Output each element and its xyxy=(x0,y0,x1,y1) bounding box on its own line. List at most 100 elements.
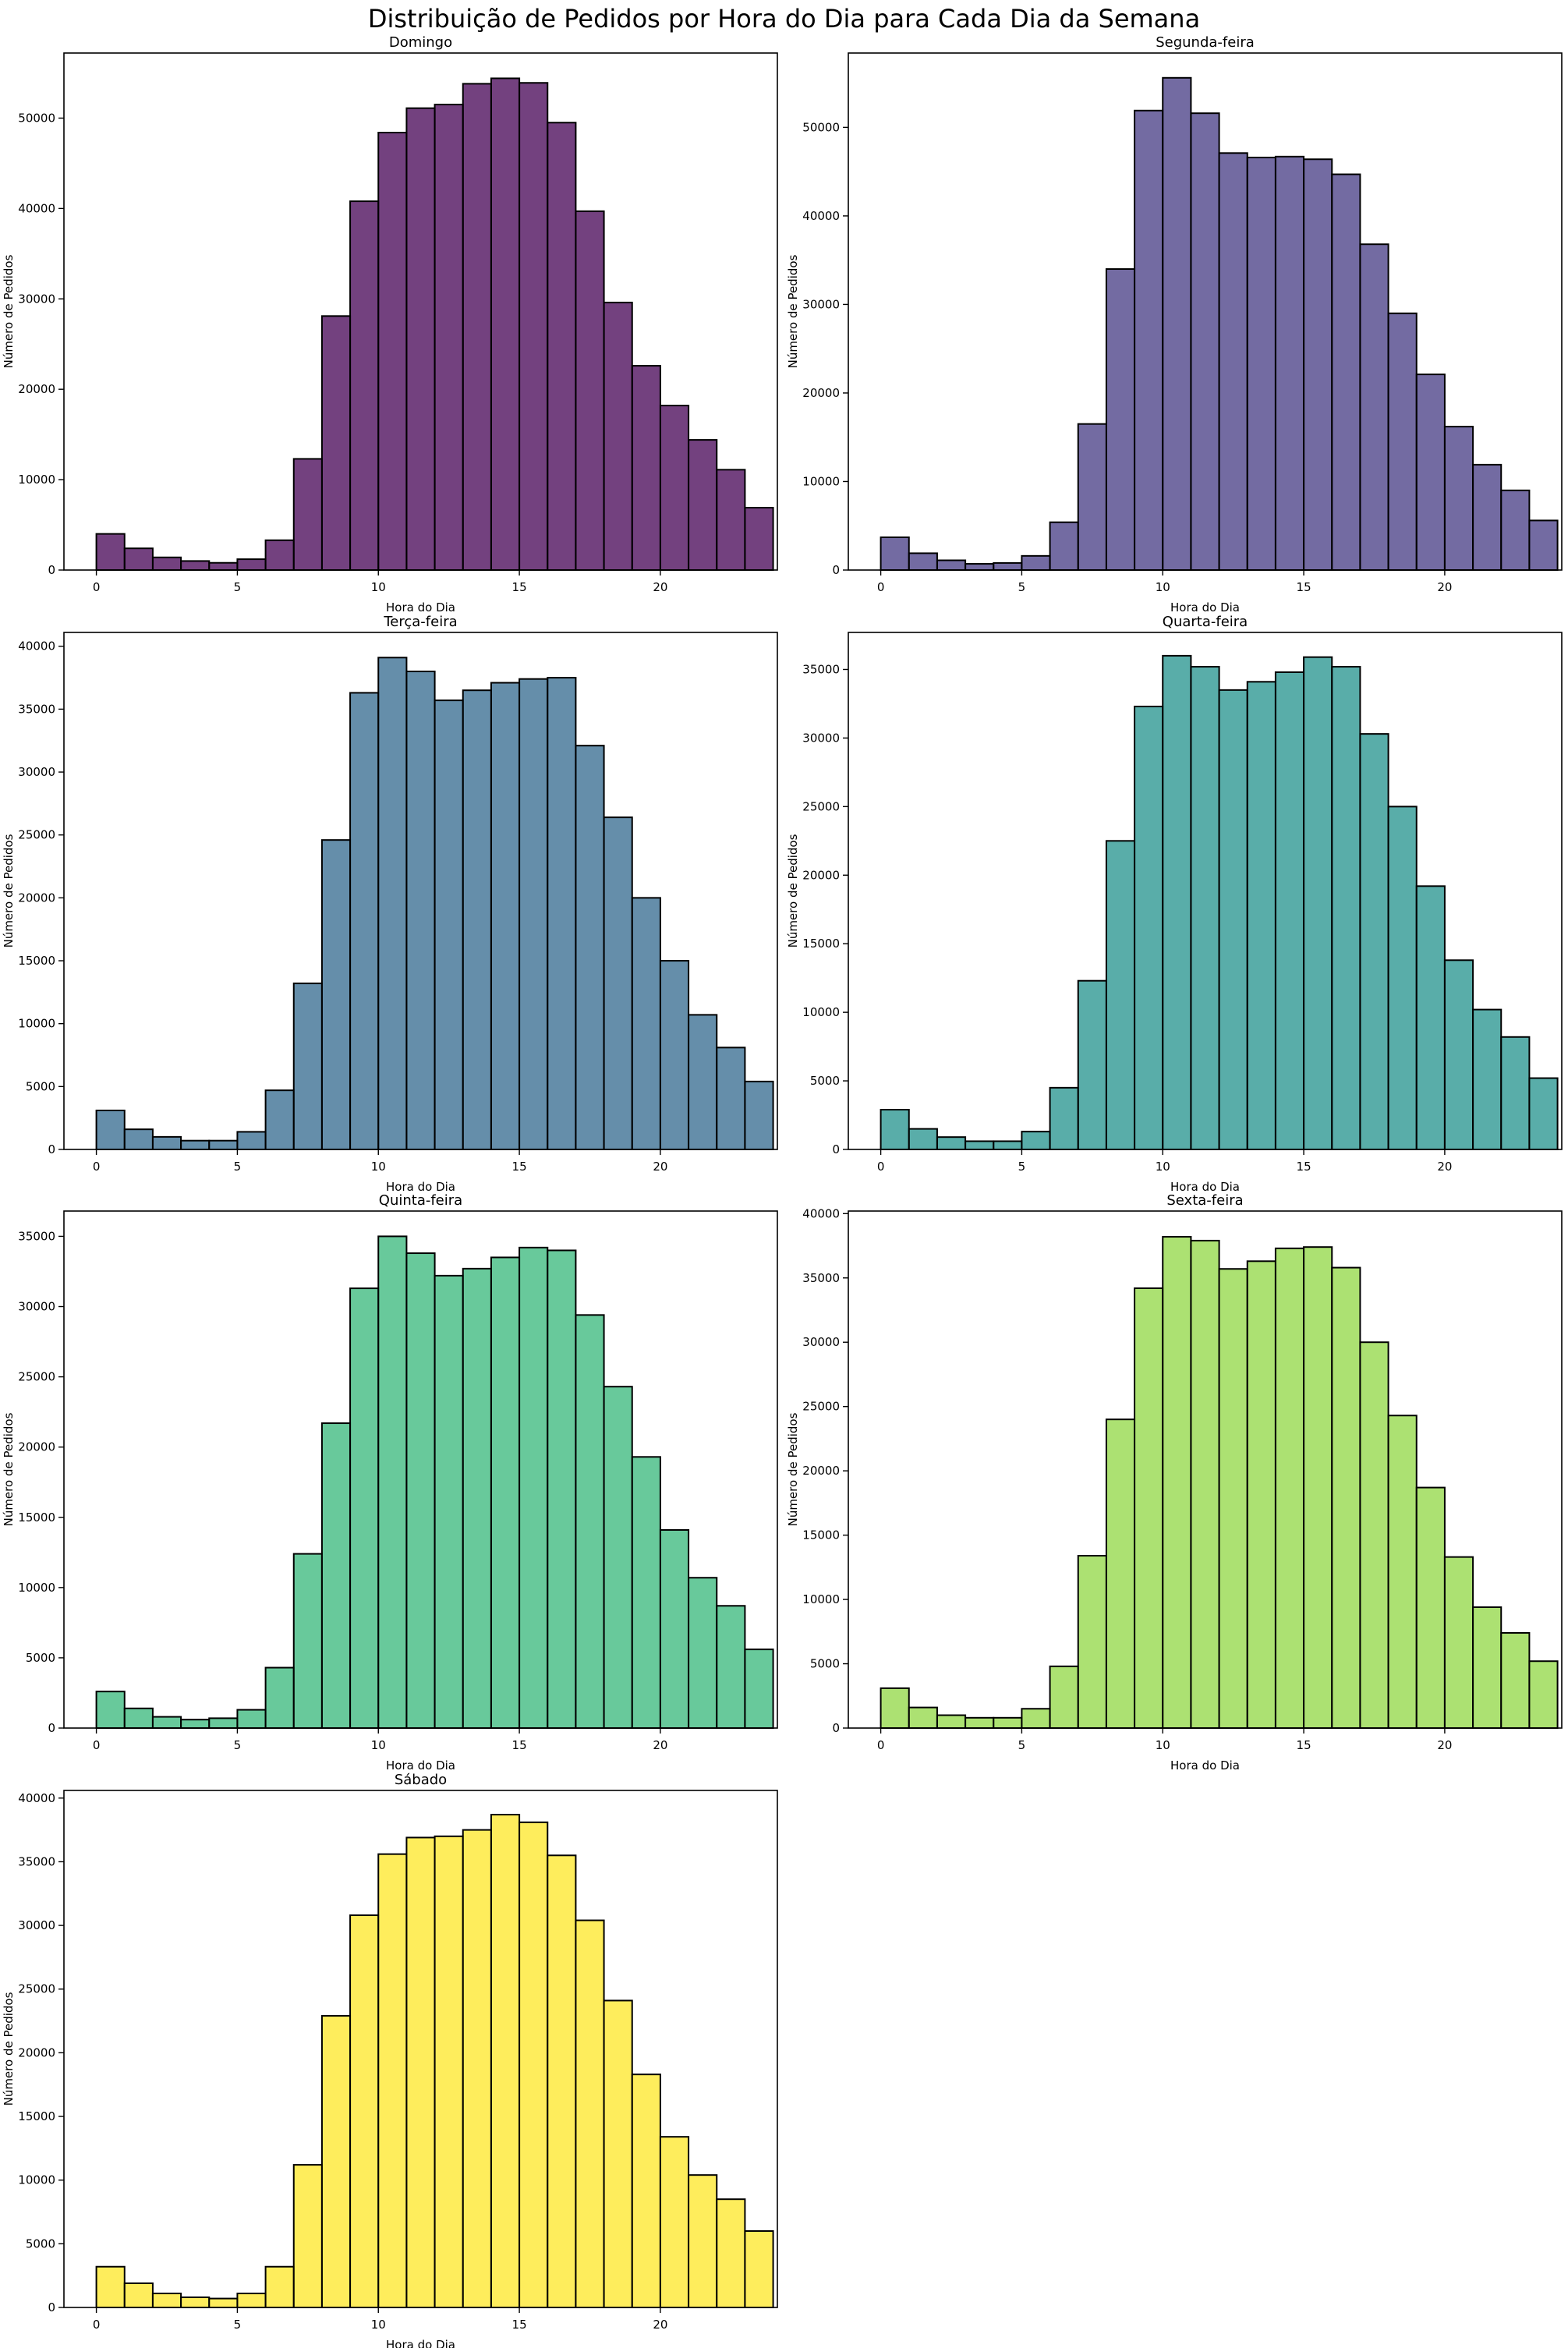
x-tick-label: 0 xyxy=(93,1738,101,1752)
histogram-bar xyxy=(1472,1606,1503,1729)
histogram-bar xyxy=(151,556,182,572)
histogram-bar xyxy=(208,561,239,571)
histogram-bar xyxy=(349,1914,380,2309)
histogram-bar xyxy=(405,1836,436,2308)
histogram-bar xyxy=(1528,1660,1559,1729)
histogram-bar xyxy=(575,210,605,571)
histogram-bar xyxy=(490,682,521,1150)
subplot-7: 0 5 10 15 20 0 5000 10000 15000 20000 25000 30000 35… xyxy=(2,1772,778,2348)
y-tick-label: 25000 xyxy=(802,1400,840,1414)
histogram-bar xyxy=(1021,1131,1051,1151)
histogram-bar xyxy=(1077,423,1107,571)
histogram-bar xyxy=(575,1919,605,2309)
histogram-bar xyxy=(208,1139,239,1150)
x-tick-label: 15 xyxy=(512,2318,527,2332)
histogram-bar xyxy=(1331,665,1361,1150)
histogram-bar xyxy=(264,2265,295,2308)
histogram-bar xyxy=(405,107,436,571)
y-tick-label: 20000 xyxy=(802,868,840,882)
y-tick-label: 35000 xyxy=(18,1854,55,1868)
y-axis-label: Número de Pedidos xyxy=(786,254,800,368)
histogram-bar xyxy=(716,469,746,572)
x-tick-label: 5 xyxy=(234,2318,242,2332)
y-tick-label: 10000 xyxy=(18,2173,55,2187)
y-tick-label: 10000 xyxy=(802,474,840,488)
x-axis-label: Hora do Dia xyxy=(1170,1180,1240,1194)
histogram-bar xyxy=(908,1706,938,1730)
histogram-bar xyxy=(936,559,967,572)
histogram-bar xyxy=(1472,463,1503,572)
histogram-bar xyxy=(1274,155,1305,571)
histogram-bar xyxy=(603,1386,633,1729)
histogram-bar xyxy=(1049,1665,1079,1730)
histogram-bar xyxy=(547,1249,577,1729)
histogram-bar xyxy=(1274,1247,1305,1729)
x-tick-label: 0 xyxy=(877,1160,885,1174)
histogram-bar xyxy=(965,563,995,571)
x-tick-label: 20 xyxy=(1437,1160,1452,1174)
histogram-bar xyxy=(1303,158,1333,572)
histogram-bar xyxy=(1246,1260,1276,1729)
histogram-bar xyxy=(1162,1235,1192,1729)
histogram-bar xyxy=(320,1422,352,1730)
x-tick-label: 5 xyxy=(234,1738,242,1752)
histogram-bar xyxy=(1077,979,1107,1150)
y-tick-label: 5000 xyxy=(26,1651,55,1665)
figure-title: Distribuição de Pedidos por Hora do Dia … xyxy=(367,4,1201,34)
x-axis-label: Hora do Dia xyxy=(386,1180,455,1194)
y-tick-label: 35000 xyxy=(802,1271,840,1285)
x-tick-label: 5 xyxy=(1018,1160,1026,1174)
histogram-bar xyxy=(1500,1631,1531,1729)
histogram-bar xyxy=(151,1716,182,1730)
histogram-bar xyxy=(519,82,549,571)
histogram-bar xyxy=(716,2198,746,2308)
plot-frame xyxy=(848,1210,1563,1729)
x-tick-label: 10 xyxy=(1156,1160,1170,1174)
histogram-bar xyxy=(434,1274,464,1730)
y-tick-label: 10000 xyxy=(18,473,55,487)
histogram-bar xyxy=(1528,519,1559,571)
histogram-bar xyxy=(236,558,267,572)
histogram-bar xyxy=(659,960,690,1151)
histogram-bar xyxy=(1387,1415,1418,1729)
histogram-bar xyxy=(349,1287,380,1729)
x-tick-label: 0 xyxy=(877,580,885,594)
x-tick-label: 5 xyxy=(1018,1738,1026,1752)
y-tick-label: 25000 xyxy=(18,1982,55,1996)
histogram-bar xyxy=(1415,374,1446,571)
histogram-bar xyxy=(880,1109,910,1150)
x-tick-label: 15 xyxy=(1297,1738,1311,1752)
histogram-bar xyxy=(180,1719,211,1729)
histogram-bar xyxy=(1134,705,1164,1150)
histogram-bar xyxy=(462,1829,492,2309)
x-tick-label: 20 xyxy=(653,2318,667,2332)
histogram-bar xyxy=(547,122,577,571)
y-tick-label: 30000 xyxy=(18,1918,55,1932)
subplot-6: 0 5 10 15 20 0 5000 10000 15000 20000 25000 30000 35… xyxy=(786,1192,1563,1773)
y-axis-label: Número de Pedidos xyxy=(786,1412,800,1526)
histogram-bar xyxy=(180,560,211,571)
x-tick-label: 20 xyxy=(1437,1738,1452,1752)
histogram-bar xyxy=(123,547,154,571)
x-tick-label: 20 xyxy=(653,580,667,594)
histogram-bar xyxy=(95,1691,126,1729)
y-tick-label: 30000 xyxy=(18,1300,55,1314)
x-tick-label: 10 xyxy=(371,2318,386,2332)
histogram-bar xyxy=(659,1528,690,1729)
histogram-bar xyxy=(631,2074,661,2308)
histogram-bar xyxy=(462,83,492,572)
y-tick-label: 5000 xyxy=(810,1074,840,1088)
histogram-bar xyxy=(1274,671,1305,1150)
x-tick-label: 20 xyxy=(1437,580,1452,594)
histogram-bar xyxy=(688,1577,718,1729)
histogram-bar xyxy=(1331,1266,1361,1729)
histogram-bar xyxy=(744,507,774,572)
histogram-bar xyxy=(603,816,633,1150)
histogram-bar xyxy=(405,1252,436,1730)
histogram-bar xyxy=(292,2164,323,2309)
histogram-bar xyxy=(659,405,690,571)
histogram-bar xyxy=(490,1814,521,2308)
histogram-bar xyxy=(1472,1008,1503,1150)
histogram-bar xyxy=(603,301,633,571)
x-axis-label: Hora do Dia xyxy=(386,600,455,614)
